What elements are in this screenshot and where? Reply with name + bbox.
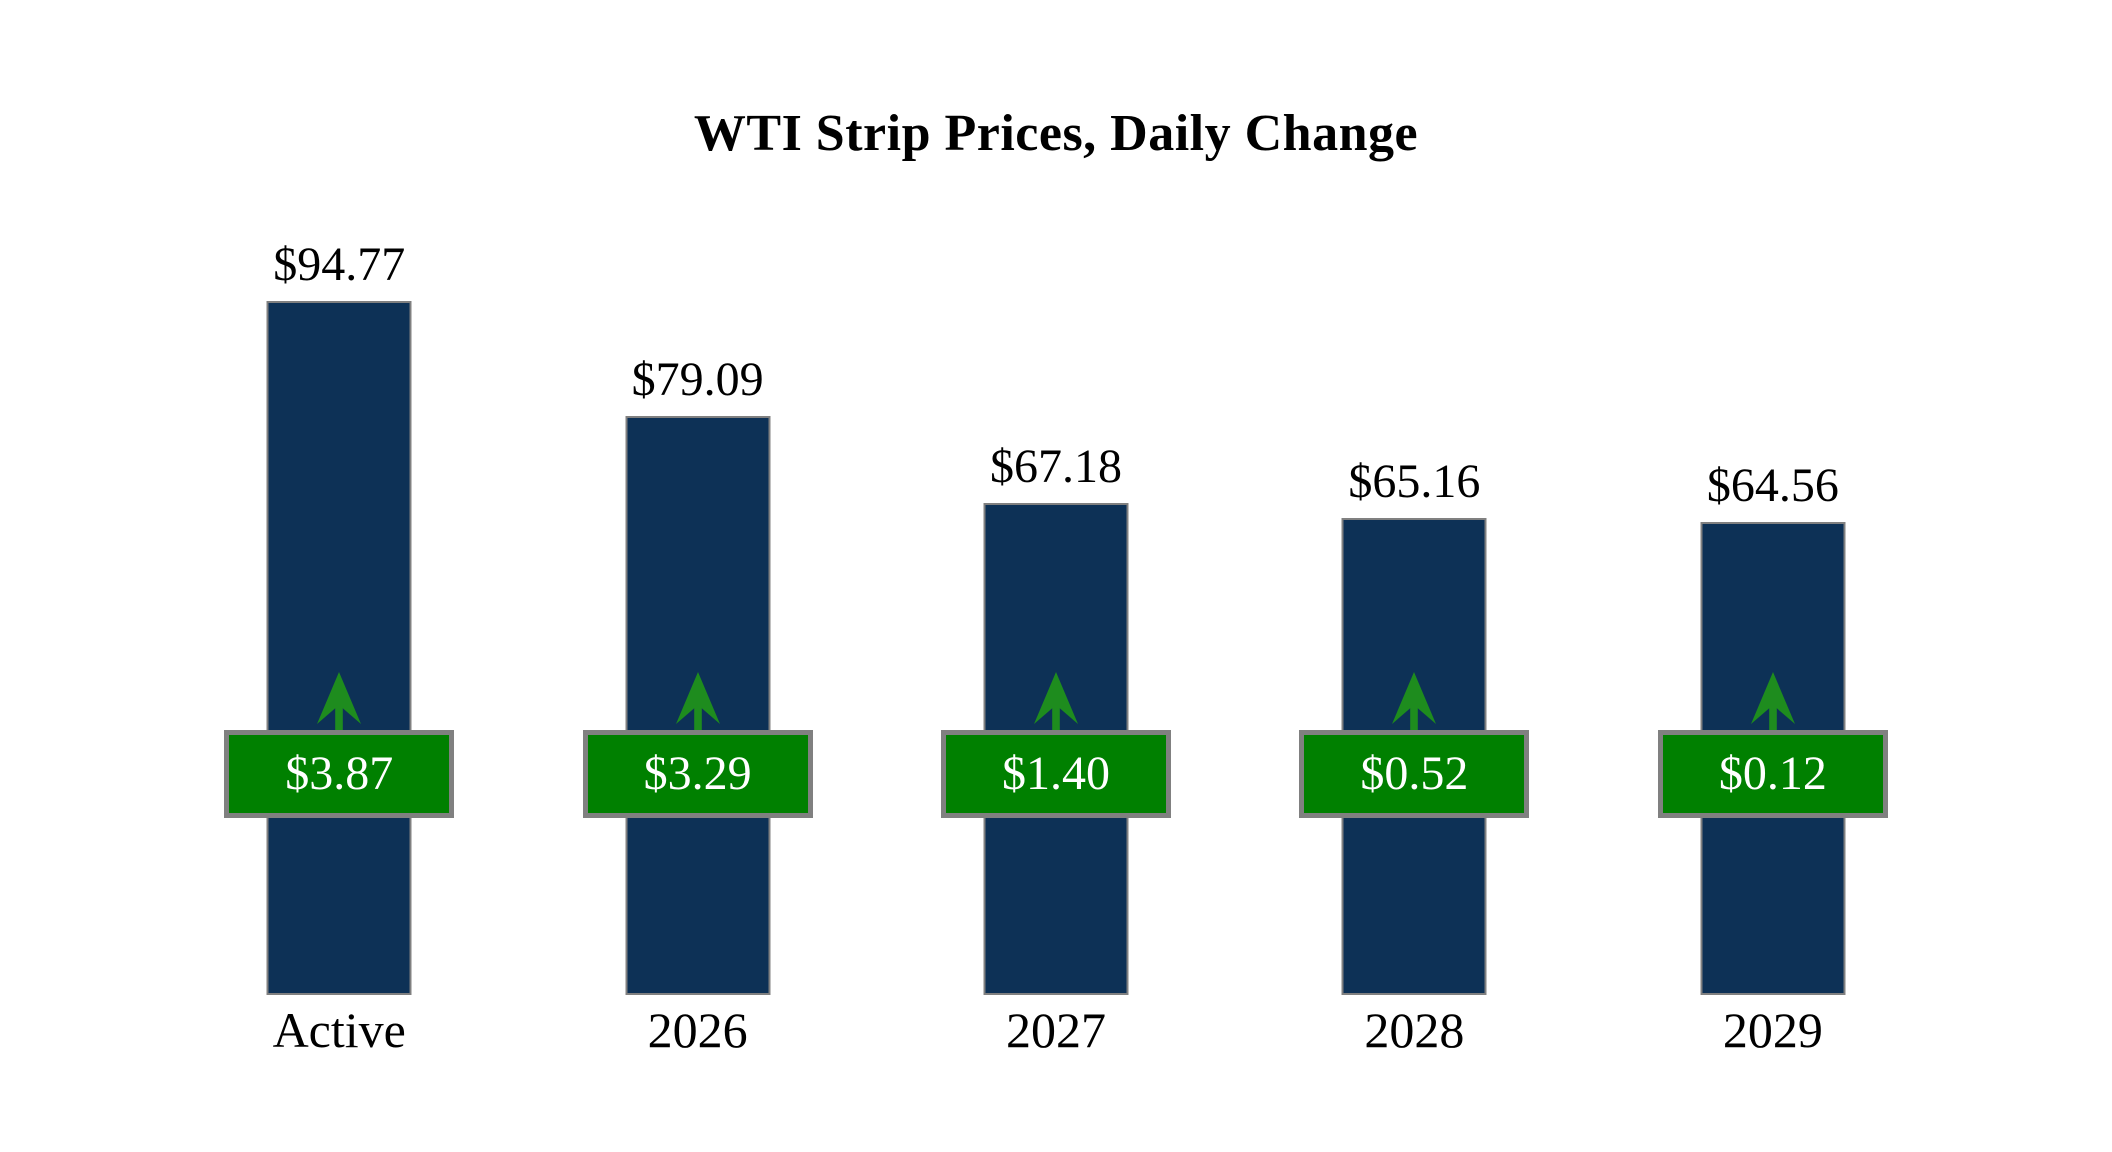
bar-value-label: $79.09: [631, 353, 764, 406]
bar-value-label: $67.18: [990, 440, 1123, 493]
up-arrow-icon: [1392, 672, 1437, 738]
bar-group: $67.18 $1.40 2027: [877, 0, 1235, 1152]
category-label: 2029: [1722, 1002, 1823, 1058]
price-bar: [266, 301, 412, 995]
daily-change-badge: $3.87: [224, 730, 455, 818]
up-arrow-icon: [1750, 672, 1795, 738]
daily-change-badge: $1.40: [941, 730, 1172, 818]
category-label: Active: [272, 1002, 406, 1058]
bar-value-label: $65.16: [1348, 455, 1481, 508]
bar-group: $79.09 $3.29 2026: [518, 0, 876, 1152]
bar-group: $64.56 $0.12 2029: [1594, 0, 1952, 1152]
daily-change-value: $3.29: [643, 747, 752, 800]
daily-change-badge: $0.52: [1299, 730, 1530, 818]
bar-value-label: $94.77: [273, 238, 406, 291]
daily-change-badge: $0.12: [1657, 730, 1888, 818]
category-label: 2028: [1364, 1002, 1465, 1058]
daily-change-value: $1.40: [1002, 747, 1111, 800]
daily-change-badge: $3.29: [582, 730, 813, 818]
chart-title: WTI Strip Prices, Daily Change: [693, 105, 1419, 162]
up-arrow-icon: [1034, 672, 1079, 738]
category-label: 2027: [1006, 1002, 1107, 1058]
bar-group: $65.16 $0.52 2028: [1235, 0, 1593, 1152]
up-arrow-icon: [317, 672, 362, 738]
bar-value-label: $64.56: [1706, 459, 1839, 512]
daily-change-value: $3.87: [285, 747, 394, 800]
daily-change-value: $0.12: [1718, 747, 1827, 800]
category-label: 2026: [647, 1002, 748, 1058]
plot-area: $94.77 $3.87 Active $79.09 $3.29 2026 $67.18 $1…: [160, 0, 1952, 1152]
up-arrow-icon: [675, 672, 720, 738]
bar-group: $94.77 $3.87 Active: [160, 0, 518, 1152]
daily-change-value: $0.52: [1360, 747, 1469, 800]
